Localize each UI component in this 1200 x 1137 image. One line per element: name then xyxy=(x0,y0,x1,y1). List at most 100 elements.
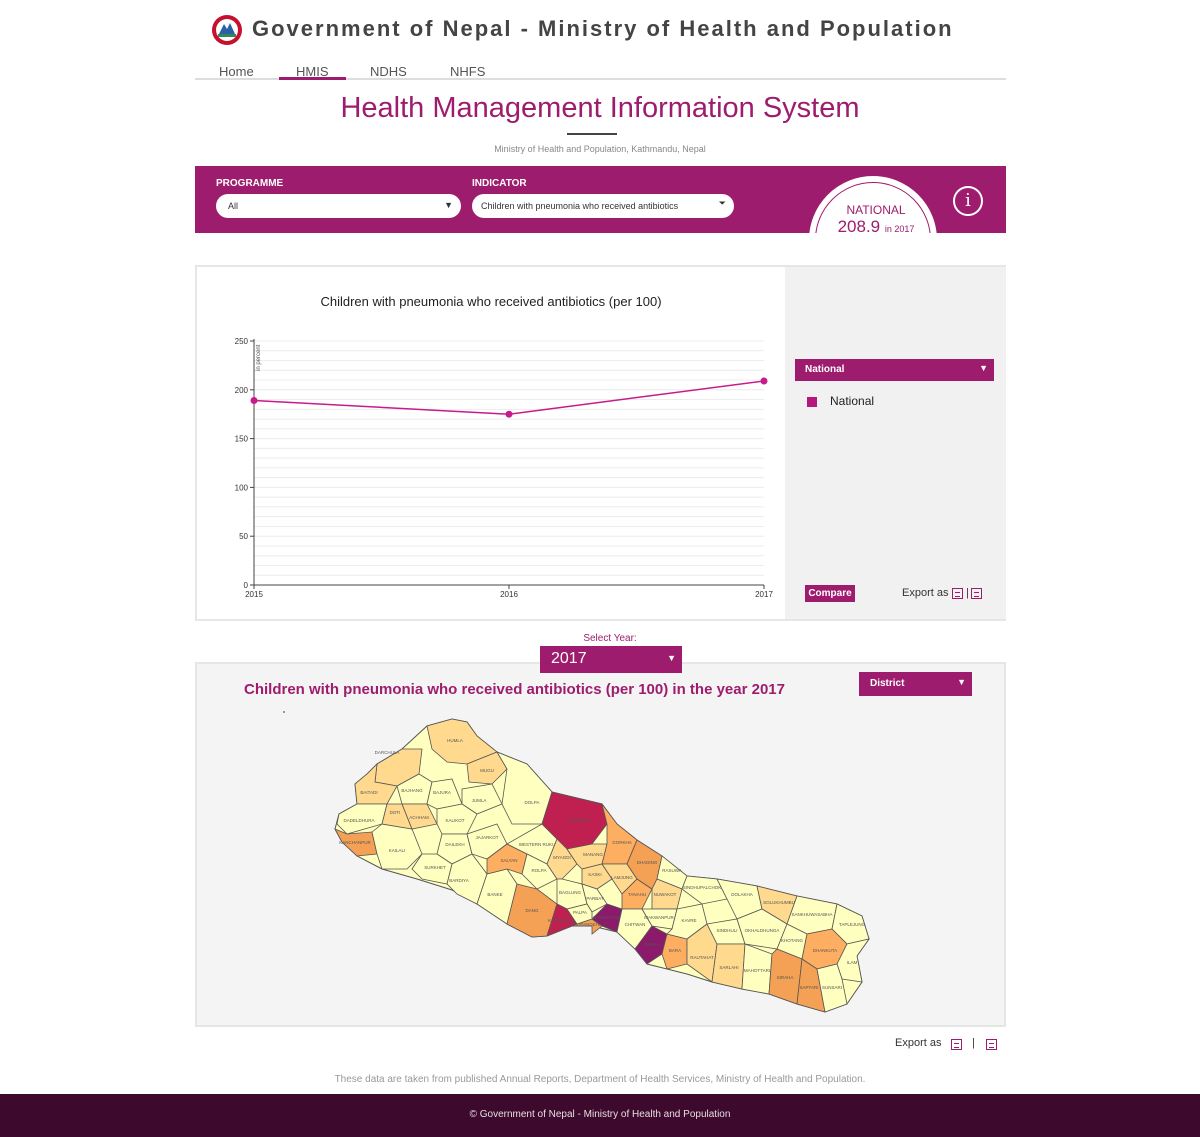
district-label: MAHOTTARI xyxy=(744,968,770,973)
export-separator: | xyxy=(966,587,969,599)
district-label: NUWAKOT xyxy=(654,892,677,897)
district-label: NAWALPARASI xyxy=(593,915,625,920)
district-label: OKHALDHUNGA xyxy=(745,928,780,933)
caret-down-icon: ⏷ xyxy=(718,198,726,208)
data-point[interactable] xyxy=(760,377,768,385)
map-marker xyxy=(283,711,285,713)
district-label: KAPILBASTU xyxy=(548,918,576,923)
district-label: SINDHULI xyxy=(716,928,737,933)
district-label: TAPLEJUNG xyxy=(839,922,866,927)
district-parbat[interactable] xyxy=(581,883,608,913)
site-header: Government of Nepal - Ministry of Health… xyxy=(0,0,1200,60)
indicator-select[interactable]: Children with pneumonia who received ant… xyxy=(472,194,734,218)
chart-sidebar: National ▼ National Compare Export as | xyxy=(785,267,1006,619)
chevron-down-icon: ▼ xyxy=(979,363,988,373)
region-select-value: National xyxy=(805,364,845,375)
district-label: DHADING xyxy=(637,860,658,865)
map-panel: Children with pneumonia who received ant… xyxy=(195,662,1006,1027)
nav-ndhs[interactable]: NDHS xyxy=(370,64,407,79)
district-label: BAITADI xyxy=(360,790,377,795)
indicator-select-value: Children with pneumonia who received ant… xyxy=(481,201,679,211)
map-level-select[interactable]: District ▼ xyxy=(859,672,972,696)
chevron-down-icon: ▼ xyxy=(667,653,676,663)
main-nav: Home HMIS NDHS NHFS xyxy=(195,60,1006,80)
district-dolpa[interactable] xyxy=(496,751,553,825)
district-label: BARDIYA xyxy=(449,878,468,883)
district-label: HUMLA xyxy=(447,738,463,743)
national-year: in 2017 xyxy=(884,224,915,233)
district-jumla[interactable] xyxy=(461,783,503,815)
map-export-excel-icon[interactable] xyxy=(951,1039,962,1050)
district-label: DOLPA xyxy=(525,800,540,805)
x-tick-label: 2015 xyxy=(245,590,263,599)
y-tick-label: 200 xyxy=(235,386,249,395)
chevron-down-icon: ▼ xyxy=(444,200,453,210)
region-select[interactable]: National ▼ xyxy=(795,359,994,381)
district-tanahu[interactable] xyxy=(621,878,653,910)
district-palpa[interactable] xyxy=(566,903,593,925)
filter-bar: PROGRAMME All ▼ INDICATOR Children with … xyxy=(195,166,1006,233)
indicator-label: INDICATOR xyxy=(472,178,527,189)
select-year-label: Select Year: xyxy=(583,633,637,644)
district-label: PALPA xyxy=(573,910,587,915)
district-label: MYAGDI xyxy=(553,855,570,860)
district-label: SALYAN xyxy=(500,858,517,863)
data-point[interactable] xyxy=(505,410,513,418)
district-sindhupalchok[interactable] xyxy=(681,875,728,905)
map-export-image-icon[interactable] xyxy=(986,1039,997,1050)
y-tick-label: 0 xyxy=(244,581,249,590)
district-label: JUMLA xyxy=(472,798,487,803)
data-point[interactable] xyxy=(250,397,258,405)
district-label: KALIKOT xyxy=(445,818,464,823)
district-kaski[interactable] xyxy=(581,863,613,890)
district-label: KASKI xyxy=(588,872,601,877)
footer-copyright: © Government of Nepal - Ministry of Heal… xyxy=(469,1109,731,1120)
district-label: DAILEKH xyxy=(445,842,464,847)
export-label: Export as xyxy=(902,587,949,599)
site-title: Government of Nepal - Ministry of Health… xyxy=(252,16,954,41)
district-label: GORKHA xyxy=(612,840,632,845)
nav-hmis[interactable]: HMIS xyxy=(296,64,329,79)
district-label: MAKWANPUR xyxy=(644,915,674,920)
export-excel-icon[interactable] xyxy=(952,588,963,599)
year-select-value: 2017 xyxy=(551,650,587,667)
district-label: DOLAKHA xyxy=(731,892,753,897)
district-label: SINDHUPALCHOK xyxy=(683,885,721,890)
district-label: JAJARKOT xyxy=(475,835,498,840)
district-label: BAJURA xyxy=(433,790,451,795)
district-label: SOLUKHUMBU xyxy=(763,900,795,905)
site-footer: © Government of Nepal - Ministry of Heal… xyxy=(0,1094,1200,1137)
national-value-number: 208.9 xyxy=(837,217,881,233)
district-sunsari[interactable] xyxy=(816,963,848,1013)
source-note: These data are taken from published Annu… xyxy=(334,1074,866,1085)
programme-select[interactable]: All ▼ xyxy=(216,194,461,218)
x-tick-label: 2016 xyxy=(500,590,518,599)
nav-home[interactable]: Home xyxy=(219,64,254,79)
district-label: RUPANDEHI xyxy=(574,922,600,927)
map-export-separator: | xyxy=(972,1037,975,1049)
district-label: ACHHAM xyxy=(409,815,429,820)
district-nuwakot[interactable] xyxy=(651,878,683,910)
district-banke[interactable] xyxy=(476,868,518,925)
district-label: TANAHU xyxy=(628,892,646,897)
district-mugu[interactable] xyxy=(466,751,508,785)
district-label: SUNSARI xyxy=(822,985,842,990)
x-tick-label: 2017 xyxy=(755,590,773,599)
district-label: ROLPA xyxy=(532,868,547,873)
district-label: DANG xyxy=(525,908,539,913)
programme-label: PROGRAMME xyxy=(216,178,284,189)
district-label: WESTERN RUKU xyxy=(519,842,556,847)
map-title: Children with pneumonia who received ant… xyxy=(244,681,785,698)
trend-line-chart: 0 50 100 150 200 250 in percent 2015 2016 2017 xyxy=(235,337,774,599)
info-icon[interactable]: i xyxy=(953,186,983,216)
year-select[interactable]: 2017 ▼ xyxy=(540,646,682,673)
trend-chart-panel: Children with pneumonia who received ant… xyxy=(195,265,1006,621)
district-label: SURKHET xyxy=(424,865,446,870)
district-label: MUSTANG xyxy=(568,818,591,823)
y-axis-label: in percent xyxy=(256,344,262,371)
map-level-value: District xyxy=(870,678,905,689)
export-image-icon[interactable] xyxy=(971,588,982,599)
compare-button[interactable]: Compare xyxy=(805,585,855,602)
nepal-district-map[interactable]: DARCHULA HUMLA BAJHANG BAITADI DADELDHURA KAN… xyxy=(197,664,1004,1025)
nav-nhfs[interactable]: NHFS xyxy=(450,64,486,79)
